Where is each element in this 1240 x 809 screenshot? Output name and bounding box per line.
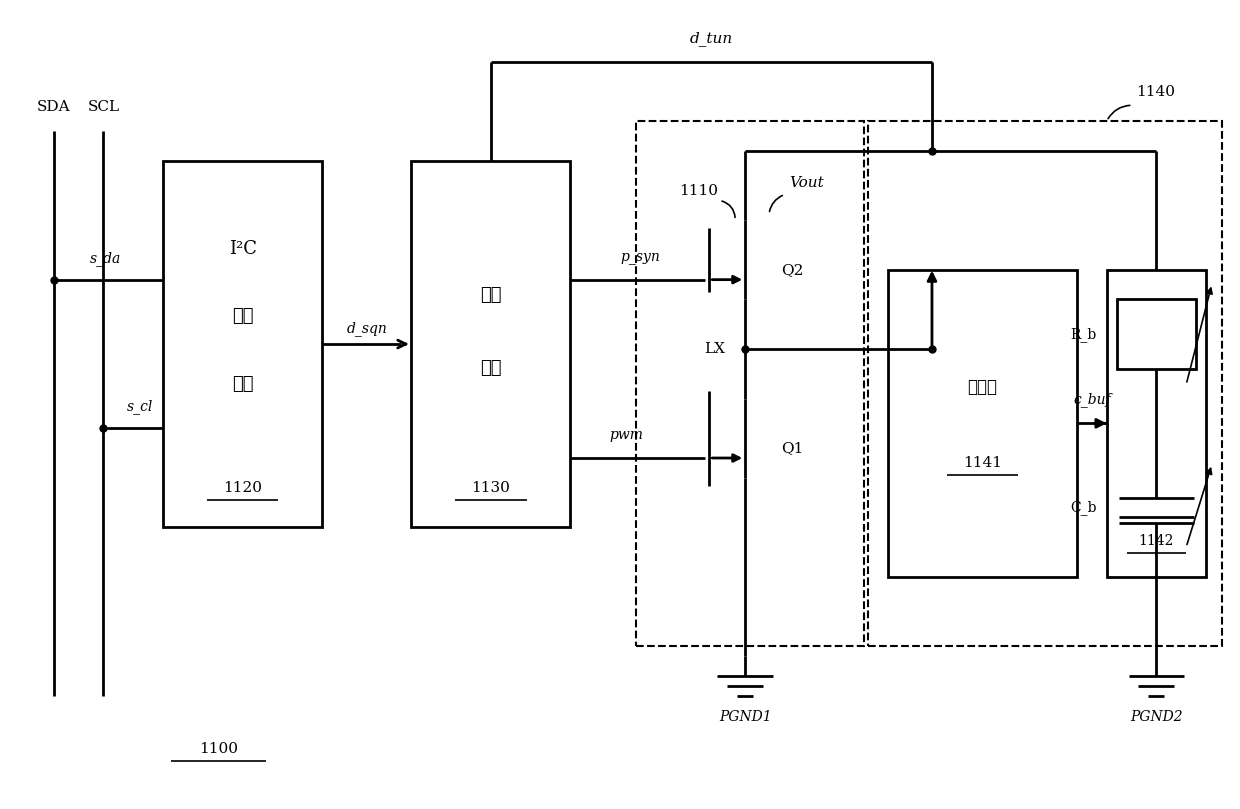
- Text: s_cl: s_cl: [128, 400, 154, 414]
- Bar: [868, 121, 1221, 646]
- Text: 控制: 控制: [480, 286, 502, 303]
- Text: 模块: 模块: [232, 375, 253, 392]
- Text: 1142: 1142: [1138, 534, 1174, 549]
- Text: 1100: 1100: [200, 743, 238, 756]
- Bar: [1107, 269, 1207, 577]
- Text: c_buf: c_buf: [1073, 392, 1111, 408]
- FancyArrowPatch shape: [770, 196, 782, 211]
- FancyArrowPatch shape: [1109, 105, 1130, 119]
- Text: R_b: R_b: [1070, 327, 1096, 341]
- Text: 总线: 总线: [232, 307, 253, 325]
- Text: Q1: Q1: [781, 441, 804, 455]
- Text: d_sqn: d_sqn: [346, 320, 387, 336]
- Text: pwm: pwm: [609, 428, 642, 443]
- Text: 1130: 1130: [471, 481, 511, 495]
- Text: p_syn: p_syn: [620, 250, 660, 264]
- Text: 1120: 1120: [223, 481, 262, 495]
- Text: I²C: I²C: [228, 240, 257, 258]
- Bar: [888, 269, 1076, 577]
- Text: PGND2: PGND2: [1130, 709, 1183, 724]
- FancyArrowPatch shape: [722, 201, 735, 218]
- Text: PGND1: PGND1: [719, 709, 771, 724]
- Bar: [636, 121, 864, 646]
- Text: Q2: Q2: [781, 263, 804, 277]
- Bar: [1117, 299, 1197, 369]
- Bar: [164, 161, 322, 527]
- Text: d_tun: d_tun: [689, 31, 733, 46]
- Text: SCL: SCL: [88, 100, 119, 114]
- Text: s_da: s_da: [89, 251, 120, 266]
- Text: 1140: 1140: [1137, 85, 1176, 100]
- Text: 1141: 1141: [963, 456, 1002, 470]
- Bar: [412, 161, 570, 527]
- Text: Vout: Vout: [789, 176, 823, 190]
- Text: C_b: C_b: [1070, 500, 1096, 515]
- Text: 寄存器: 寄存器: [967, 379, 997, 396]
- Text: 1110: 1110: [680, 184, 719, 198]
- Text: LX: LX: [704, 342, 725, 356]
- Text: 电路: 电路: [480, 359, 502, 377]
- Text: SDA: SDA: [37, 100, 71, 114]
